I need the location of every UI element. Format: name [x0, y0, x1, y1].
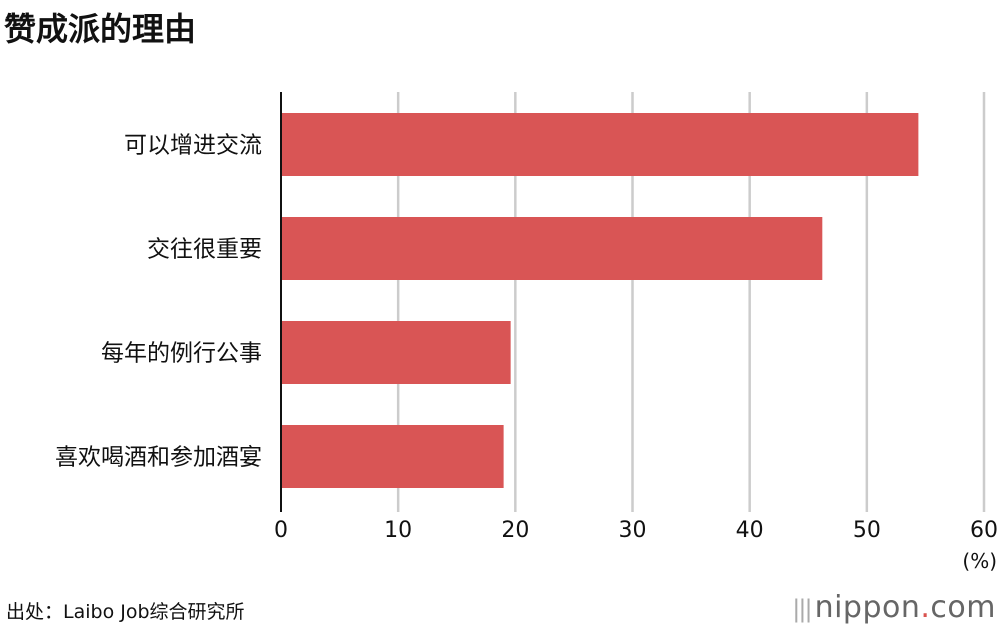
source-note: 出处：Laibo Job综合研究所	[6, 601, 245, 623]
bar	[281, 425, 504, 488]
logo-bars-icon: |||	[792, 595, 812, 623]
x-tick-label: 10	[384, 518, 412, 543]
category-label: 喜欢喝酒和参加酒宴	[55, 445, 262, 471]
nippon-logo: ||| nippon.com	[792, 590, 996, 625]
category-label: 可以增进交流	[124, 133, 262, 159]
bar	[281, 321, 511, 384]
x-tick-label: 40	[736, 518, 764, 543]
category-label: 交往很重要	[147, 237, 262, 263]
category-label: 每年的例行公事	[101, 341, 262, 367]
unit-label: (%)	[962, 549, 997, 573]
x-tick-label: 0	[274, 518, 288, 543]
x-tick-label: 20	[501, 518, 529, 543]
bar	[281, 217, 823, 280]
x-tick-label: 50	[853, 518, 881, 543]
x-tick-label: 60	[970, 518, 998, 543]
chart-title: 赞成派的理由	[4, 10, 197, 48]
bar	[281, 113, 919, 176]
x-tick-label: 30	[619, 518, 647, 543]
